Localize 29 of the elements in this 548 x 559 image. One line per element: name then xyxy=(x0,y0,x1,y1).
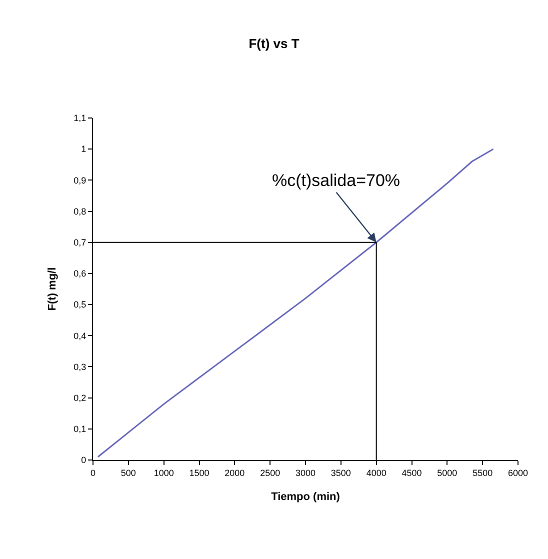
x-tick-label: 3000 xyxy=(295,468,316,478)
y-tick-label: 0,6 xyxy=(74,268,86,279)
annotation: %c(t)salida=70% xyxy=(272,171,400,190)
x-axis-title: Tiempo (min) xyxy=(271,491,340,503)
x-tick-label: 3500 xyxy=(330,468,351,478)
x-tick-label: 4000 xyxy=(366,468,386,478)
y-tick-label: 1,1 xyxy=(74,113,86,124)
y-tick-label: 0 xyxy=(81,455,86,466)
y-tick-label: 0,1 xyxy=(74,424,86,434)
y-tick-label: 0,8 xyxy=(74,206,86,216)
x-tick-label: 0 xyxy=(90,468,96,478)
y-tick-label: 0,4 xyxy=(74,330,86,341)
y-axis-title: F(t) mg/l xyxy=(46,267,58,311)
x-tick-label: 5000 xyxy=(437,468,458,478)
y-tick-label: 0,5 xyxy=(74,300,86,310)
x-tick-label: 6000 xyxy=(508,468,528,478)
x-tick-label: 500 xyxy=(120,468,136,478)
x-tick-label: 2000 xyxy=(224,468,245,478)
y-tick-label: 0,3 xyxy=(74,362,86,372)
y-tick-label: 1 xyxy=(81,144,86,154)
x-tick-label: 5500 xyxy=(472,468,493,478)
y-tick-label: 0,9 xyxy=(74,175,86,186)
x-tick-label: 4500 xyxy=(402,468,422,478)
x-tick-label: 2500 xyxy=(260,468,280,478)
y-tick-label: 0,2 xyxy=(74,392,86,403)
y-tick-label: 0,7 xyxy=(74,238,86,248)
x-tick-label: 1000 xyxy=(154,468,174,478)
chart-title: F(t) vs T xyxy=(248,36,300,52)
x-tick-label: 1500 xyxy=(189,468,210,478)
